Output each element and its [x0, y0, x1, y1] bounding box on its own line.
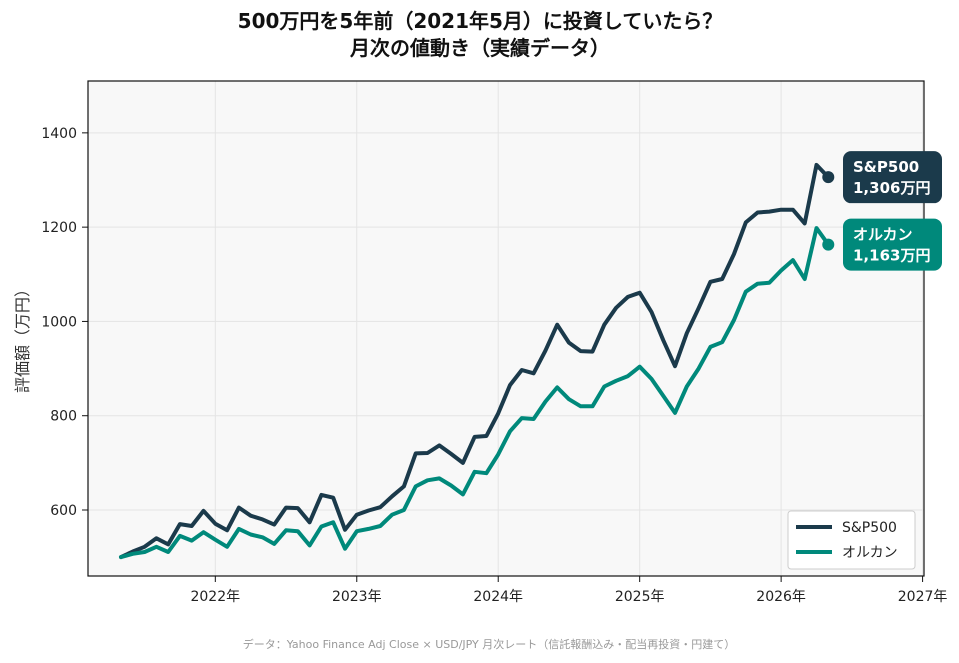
- x-tick-label: 2024年: [473, 589, 523, 605]
- annotation-value-1: 1,163万円: [853, 247, 930, 265]
- series-end-point-1: [822, 238, 835, 251]
- x-tick-label: 2023年: [332, 589, 382, 605]
- footnote: データ：Yahoo Finance Adj Close × USD/JPY 月次…: [243, 637, 736, 651]
- series-line-1: [119, 226, 831, 560]
- series-lines: [119, 162, 835, 560]
- axis-ticks: 2022年 2023年 2024年 2025年 2026年 2027年 600 800 1000…: [41, 126, 947, 605]
- series-end-point-0: [822, 171, 835, 184]
- chart-subtitle: 月次の値動き（実績データ）: [349, 36, 610, 60]
- x-tick-label: 2027年: [898, 589, 948, 605]
- plot-area: [88, 81, 924, 576]
- plot-frame: [87, 80, 925, 577]
- annotation-name-0: S&P500: [853, 158, 919, 176]
- annotation-box-1: [843, 218, 942, 271]
- y-tick-label: 1400: [41, 126, 77, 142]
- legend-label-sp500: S&P500: [842, 520, 897, 536]
- annotation-name-1: オルカン: [853, 226, 913, 244]
- y-axis-label: 評価額（万円）: [13, 281, 32, 393]
- annotation-value-0: 1,306万円: [853, 179, 930, 197]
- chart-title: 500万円を5年前（2021年5月）に投資していたら？: [238, 9, 723, 33]
- series-line-0: [119, 162, 831, 560]
- legend: S&P500 オルカン: [787, 510, 916, 570]
- y-tick-label: 1200: [41, 220, 77, 236]
- x-tick-label: 2026年: [756, 589, 806, 605]
- x-tick-label: 2022年: [190, 589, 240, 605]
- annotation-box-0: [843, 151, 942, 204]
- y-tick-label: 1000: [41, 314, 77, 330]
- y-tick-label: 600: [50, 503, 77, 519]
- x-tick-label: 2025年: [615, 589, 665, 605]
- y-tick-label: 800: [50, 409, 77, 425]
- legend-label-allcountry: オルカン: [842, 545, 898, 561]
